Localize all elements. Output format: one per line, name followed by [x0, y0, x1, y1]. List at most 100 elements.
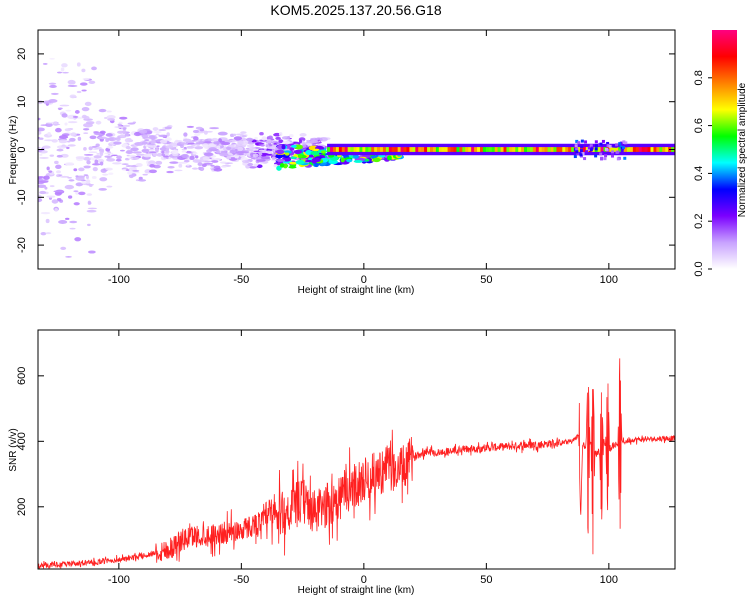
- spectrogram-cell: [38, 198, 43, 203]
- spectrogram-cell: [237, 140, 244, 145]
- spectrogram-cell: [344, 147, 348, 152]
- spectrogram-cell: [620, 148, 624, 152]
- spectrogram-cell: [203, 141, 213, 144]
- spectrogram-cell: [253, 163, 259, 167]
- spectrogram-cell: [234, 156, 239, 159]
- spectrogram-cell: [255, 143, 259, 146]
- spectrogram-cell: [352, 154, 359, 159]
- spectrogram-cell: [46, 195, 56, 198]
- spectrogram-cell: [105, 137, 110, 143]
- spectrogram-cell: [432, 147, 437, 152]
- spectrogram-cell: [192, 159, 202, 163]
- spectrogram-cell: [165, 148, 170, 153]
- spectrogram-cell: [56, 148, 64, 152]
- spectrogram-cell: [83, 128, 90, 131]
- spectrogram-cell: [45, 232, 52, 235]
- spectrogram-cell: [581, 152, 585, 156]
- spectrogram-cell: [143, 153, 152, 158]
- spectrogram-cell: [75, 156, 85, 160]
- spectrogram-cell: [108, 172, 114, 175]
- spectrogram-cell: [235, 151, 245, 154]
- spectrogram-cell: [99, 161, 104, 166]
- spectrogram-cell: [599, 152, 603, 156]
- spectrogram-cell: [535, 147, 540, 152]
- spectrogram-cell: [76, 90, 82, 94]
- spectrogram-cell: [49, 84, 57, 88]
- spectrogram-cell: [69, 220, 78, 224]
- spectrogram-cell: [132, 151, 142, 154]
- spectrogram-cell: [412, 147, 416, 152]
- spectrogram-cell: [298, 139, 303, 144]
- spectrogram-cell: [100, 148, 104, 152]
- spectrogram-cell: [246, 137, 254, 142]
- spectrogram-cell: [374, 147, 378, 152]
- spectrogram-cell: [456, 147, 460, 152]
- spectrogram-cell: [308, 140, 319, 144]
- spectrogram-y-tick-label: -10: [16, 189, 28, 205]
- snr-y-tick-label: 600: [16, 367, 28, 385]
- spectrogram-cell: [665, 147, 669, 152]
- spectrogram-cell: [69, 94, 77, 99]
- spectrogram-cell: [571, 147, 575, 152]
- spectrogram-cell: [106, 110, 112, 113]
- spectrogram-cell: [58, 220, 68, 224]
- spectrogram-cell: [55, 127, 62, 133]
- spectrogram-cell: [93, 155, 102, 159]
- spectrogram-cell: [58, 174, 63, 177]
- spectrogram-cell: [161, 150, 165, 154]
- spectrogram-cell: [497, 147, 501, 152]
- spectrogram-cell: [38, 117, 41, 121]
- snr-x-tick-label: 100: [600, 574, 618, 586]
- spectrogram-cell: [75, 176, 85, 181]
- spectrogram-cell: [258, 149, 265, 152]
- spectrogram-cell: [125, 165, 133, 167]
- spectrogram-cell: [611, 150, 615, 154]
- spectrogram-cell: [468, 147, 472, 152]
- spectrogram-cell: [321, 150, 326, 154]
- spectrogram-cell: [159, 139, 168, 144]
- spectrogram-cell: [132, 169, 140, 172]
- spectrogram-cell: [600, 156, 604, 160]
- spectrogram-cell: [610, 154, 614, 158]
- spectrogram-cell: [83, 174, 89, 176]
- spectrogram-cell: [260, 143, 265, 147]
- spectrogram-cell: [444, 147, 448, 152]
- spectrogram-cell: [107, 118, 116, 121]
- spectrogram-cell: [144, 169, 152, 174]
- spectrogram-cell: [656, 147, 660, 152]
- spectrogram-cell: [141, 148, 150, 153]
- spectrogram-cell: [60, 153, 69, 158]
- spectrogram-cell: [128, 154, 137, 158]
- spectrogram-cell: [284, 152, 290, 156]
- spectrogram-cell: [80, 181, 87, 184]
- colorbar-tick-label: 0.6: [693, 118, 705, 133]
- spectrogram-cell: [271, 156, 276, 161]
- spectrogram-cell: [583, 157, 587, 161]
- spectrogram-cell: [618, 147, 622, 152]
- spectrogram-cell: [146, 143, 156, 146]
- spectrogram-cell: [291, 144, 297, 148]
- spectrogram-cell: [67, 85, 78, 87]
- spectrogram-cell: [38, 137, 44, 140]
- snr-series-line: [38, 358, 675, 569]
- spectrogram-cell: [47, 132, 51, 136]
- spectrogram-cell: [623, 156, 627, 160]
- spectrogram-cell: [127, 157, 134, 160]
- spectrogram-cell: [638, 147, 642, 152]
- spectrogram-cell: [85, 121, 95, 125]
- spectrogram-cell: [261, 136, 267, 141]
- spectrogram-cell: [529, 147, 534, 152]
- spectrogram-cell: [220, 140, 226, 145]
- spectrogram-cell: [527, 147, 531, 152]
- spectrogram-cell: [359, 147, 363, 152]
- spectrogram-cell: [247, 162, 254, 167]
- snr-x-tick-label: 0: [361, 574, 367, 586]
- spectrogram-cell: [327, 147, 331, 152]
- spectrogram-cell: [142, 173, 148, 176]
- spectrogram-cell: [177, 161, 188, 164]
- spectrogram-cell: [156, 145, 160, 147]
- spectrogram-cell: [181, 150, 188, 153]
- spectrogram-cell: [259, 131, 264, 136]
- spectrogram-cell: [87, 200, 92, 205]
- spectrogram-cell: [332, 147, 337, 152]
